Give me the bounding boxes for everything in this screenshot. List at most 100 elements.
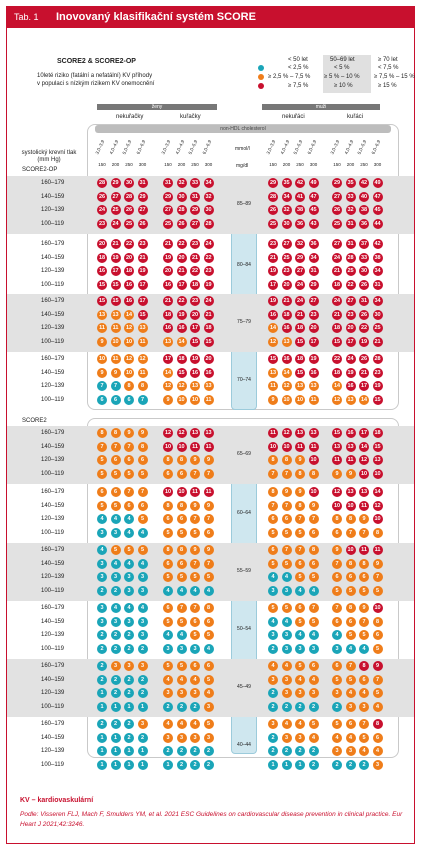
risk-cell: 16 [203,367,214,378]
risk-cell: 18 [203,323,214,334]
risk-cell: 13 [137,323,148,334]
risk-cell: 7 [332,558,342,569]
description-line-1: 10leté riziko (fatální a nefatální) KV p… [37,73,153,79]
risk-cell: 32 [295,239,305,249]
risk-cell: 49 [308,178,319,188]
risk-cell: 35 [345,178,356,188]
risk-cell: 3 [203,702,214,713]
risk-cell: 10 [281,395,292,406]
risk-cell: 8 [268,455,278,466]
risk-cell: 3 [190,644,200,655]
risk-cell: 10 [332,500,342,511]
risk-cell: 42 [295,178,305,188]
risk-cell: 16 [281,354,292,364]
risk-cell: 23 [281,266,292,277]
risk-cell: 11 [372,545,383,555]
risk-cell: 10 [308,487,319,497]
risk-cell: 29 [295,252,305,263]
risk-cell: 6 [359,572,369,583]
risk-cell: 15 [110,280,121,291]
risk-cell: 21 [332,266,342,277]
risk-cell: 3 [281,644,292,655]
risk-cell: 13 [190,381,200,392]
risk-cell: 15 [332,428,342,438]
risk-cell: 16 [176,323,187,334]
risk-cell: 7 [190,514,200,525]
risk-cell: 28 [268,191,278,202]
risk-cell: 2 [176,746,187,757]
risk-cell: 27 [137,205,148,216]
risk-cell: 12 [359,455,369,466]
risk-cell: 9 [97,367,107,378]
risk-cell: 20 [308,323,319,334]
risk-cell: 30 [176,191,187,202]
risk-cell: 1 [97,732,107,743]
risk-cell: 25 [372,323,383,334]
risk-cell: 32 [176,178,187,188]
risk-cell: 7 [308,514,319,525]
risk-cell: 4 [110,558,121,569]
risk-cell: 2 [268,702,278,713]
legend-high-dot [258,83,264,89]
risk-cell: 6 [359,674,369,685]
risk-cell: 21 [163,239,173,249]
risk-cell: 17 [190,323,200,334]
risk-cell: 7 [295,514,305,525]
risk-cell: 26 [359,354,369,364]
age-group-label: 40–44 [237,742,251,748]
risk-cell: 13 [372,455,383,466]
risk-cell: 5 [268,558,278,569]
risk-cell: 3 [110,572,121,583]
risk-cell: 28 [372,354,383,364]
risk-cell: 6 [97,487,107,497]
risk-cell: 8 [176,500,187,511]
risk-cell: 4 [97,545,107,555]
risk-cell: 2 [97,630,107,641]
sbp-row-label: 120–139 [41,516,65,523]
risk-cell: 1 [137,760,148,771]
risk-cell: 26 [97,191,107,202]
risk-cell: 4 [345,688,356,699]
risk-cell: 7 [137,487,148,497]
sbp-row-label: 160–179 [41,547,65,553]
risk-cell: 27 [281,239,292,249]
risk-cell: 43 [308,219,319,230]
risk-cell: 4 [332,630,342,641]
risk-cell: 8 [203,603,214,613]
risk-cell: 27 [332,239,342,249]
risk-cell: 6 [345,616,356,627]
risk-cell: 5 [203,630,214,641]
risk-cell: 19 [190,354,200,364]
risk-cell: 5 [281,558,292,569]
risk-cell: 19 [372,381,383,392]
risk-cell: 7 [176,603,187,613]
chol-mg-header: 150 [164,162,172,167]
risk-cell: 2 [97,661,107,671]
sbp-row-label: 140–159 [41,734,65,741]
chol-mg-header: 250 [125,162,133,167]
men-header: muži [262,104,380,110]
risk-cell: 36 [359,219,369,230]
sbp-row-label: 120–139 [41,574,65,581]
risk-cell: 10 [190,395,200,406]
risk-cell: 16 [308,367,319,378]
risk-cell: 19 [203,280,214,291]
risk-cell: 19 [345,367,356,378]
risk-cell: 3 [308,688,319,699]
risk-cell: 6 [97,395,107,406]
risk-cell: 6 [268,514,278,525]
risk-cell: 12 [268,337,278,348]
risk-cell: 4 [281,661,292,671]
age-group-label: 45–49 [237,684,251,690]
risk-cell: 3 [137,719,148,729]
risk-cell: 17 [345,337,356,348]
risk-cell: 16 [268,309,278,320]
mgdl-label: mg/dl [236,163,249,169]
risk-cell: 5 [190,528,200,539]
sbp-row-label: 160–179 [41,663,65,669]
risk-cell: 13 [345,441,356,452]
score2op-label: SCORE2-OP [22,167,58,173]
risk-cell: 13 [295,428,305,438]
risk-cell: 4 [359,688,369,699]
risk-cell: 7 [372,572,383,583]
